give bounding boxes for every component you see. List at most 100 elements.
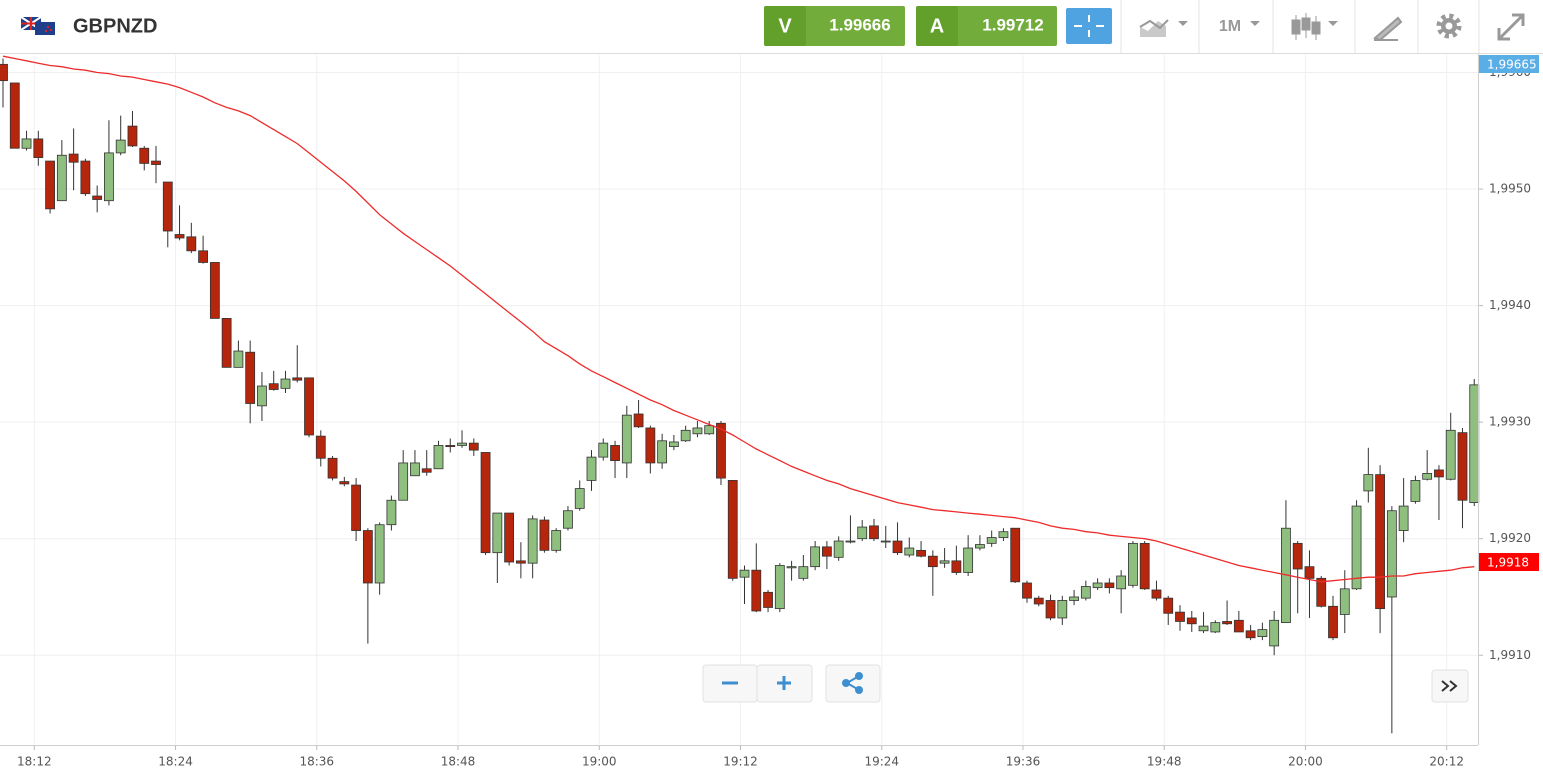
- candle-body: [668, 441, 679, 448]
- scroll-end-button[interactable]: [1431, 669, 1469, 703]
- candle-body: [151, 160, 161, 165]
- candle-body: [916, 549, 926, 557]
- candle-body: [739, 569, 750, 578]
- candle-body: [1316, 577, 1327, 607]
- candle-body: [139, 147, 150, 164]
- candle-body: [1233, 619, 1244, 633]
- candle-body: [56, 154, 67, 202]
- candle-body: [1010, 527, 1021, 583]
- x-tick-label: 19:12: [723, 755, 758, 769]
- price-tag: 1,9918: [1479, 553, 1539, 572]
- candle-body: [621, 414, 632, 464]
- candle-body: [751, 569, 762, 612]
- crosshair-button[interactable]: [1066, 8, 1112, 44]
- zoom-in-button[interactable]: [756, 664, 813, 703]
- candle-body: [292, 377, 303, 381]
- candle-body: [398, 462, 409, 501]
- draw-button[interactable]: [1373, 16, 1403, 42]
- candle-body: [892, 540, 903, 554]
- y-tick-label: 1,9950: [1489, 182, 1531, 196]
- header: GBPNZD V 1.99666 A 1.99712 1M: [0, 0, 1543, 54]
- candle-body: [104, 152, 114, 202]
- candle-body: [727, 480, 738, 579]
- candle-body: [374, 524, 385, 584]
- candle-body: [351, 484, 362, 531]
- candle-body: [1022, 582, 1032, 599]
- flag: [20, 16, 55, 35]
- candle-body: [1033, 597, 1044, 605]
- candle-body: [939, 560, 950, 564]
- candle-body: [927, 555, 938, 568]
- candle-body: [1175, 611, 1185, 622]
- candle-body: [633, 413, 644, 428]
- candle-body: [362, 530, 373, 584]
- candle-body: [1339, 588, 1350, 615]
- candle-body: [1045, 600, 1056, 619]
- candle-body: [198, 250, 208, 263]
- candle-body: [680, 429, 691, 442]
- candle-body: [0, 63, 8, 82]
- candle-body: [551, 530, 562, 551]
- candle-body: [280, 378, 291, 389]
- fullscreen-button[interactable]: [1497, 13, 1525, 41]
- candle-body: [1222, 621, 1232, 625]
- candle-body: [657, 440, 668, 464]
- candle-body: [515, 560, 526, 564]
- timeframe-button[interactable]: 1M: [1219, 18, 1260, 35]
- ask-label: A: [930, 15, 944, 37]
- candle-body: [457, 442, 467, 446]
- candle-body: [1069, 596, 1079, 601]
- candle-body: [445, 445, 456, 448]
- chart-type-button[interactable]: [1139, 19, 1188, 37]
- candle-body: [174, 234, 185, 239]
- separators: [1120, 0, 1480, 53]
- candle-body: [1351, 505, 1362, 590]
- bid-price: 1.99666: [829, 15, 890, 34]
- candle-body: [986, 537, 997, 544]
- candle-body: [304, 377, 314, 436]
- candle-body: [586, 456, 597, 481]
- candle-body: [433, 445, 444, 470]
- candle-body: [221, 318, 232, 368]
- candle-body: [1269, 619, 1280, 647]
- candle-body: [257, 385, 267, 407]
- candle-body: [68, 153, 79, 163]
- x-tick-label: 18:12: [17, 755, 52, 769]
- candle-body: [1304, 566, 1315, 579]
- candle-body: [763, 591, 773, 608]
- candle-body: [1151, 589, 1162, 599]
- x-tick-label: 19:00: [582, 755, 617, 769]
- y-tick-label: 1,9930: [1489, 415, 1531, 429]
- candle-style-button[interactable]: [1291, 13, 1338, 40]
- candle-body: [1104, 582, 1115, 589]
- candle-body: [209, 262, 220, 319]
- candle-body: [610, 445, 620, 462]
- candle-body: [504, 512, 515, 563]
- candle-body: [1398, 505, 1409, 531]
- candle-body: [1116, 575, 1127, 590]
- candle-body: [704, 425, 715, 435]
- candle-body: [563, 510, 573, 529]
- candle-body: [127, 125, 138, 147]
- bid-button[interactable]: V 1.99666: [764, 6, 905, 46]
- candle-body: [115, 139, 126, 154]
- candle-body: [1245, 630, 1256, 639]
- x-tick-label: 18:36: [299, 755, 334, 769]
- bid-label: V: [778, 15, 792, 37]
- ask-button[interactable]: A 1.99712: [916, 6, 1057, 46]
- share-button[interactable]: [825, 664, 881, 703]
- price-tag-box: [1479, 553, 1539, 572]
- candle-body: [1469, 384, 1480, 503]
- candle-body: [975, 544, 985, 549]
- settings-button[interactable]: [1436, 13, 1462, 39]
- candle-body: [1445, 429, 1456, 480]
- candle-body: [339, 481, 350, 485]
- zoom-controls: [702, 664, 1469, 703]
- candle-body: [1139, 542, 1150, 590]
- candle-body: [1328, 605, 1338, 639]
- candle-body: [857, 526, 868, 540]
- zoom-out-button[interactable]: [702, 664, 758, 703]
- candle-body: [1257, 629, 1268, 638]
- candle-body: [186, 236, 197, 252]
